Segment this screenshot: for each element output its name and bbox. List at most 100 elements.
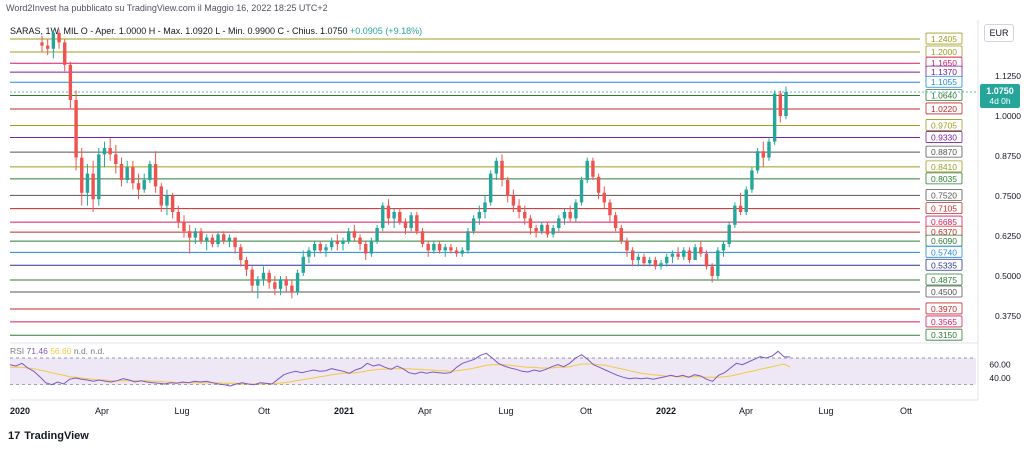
candle-body — [324, 247, 328, 251]
candle-body — [506, 180, 510, 196]
candle-body — [727, 224, 731, 244]
x-tick-label: Lug — [818, 406, 833, 416]
candle-body — [784, 92, 788, 116]
candle-body — [187, 231, 192, 238]
level-tag — [925, 315, 963, 328]
candle-body — [534, 228, 538, 232]
candle-body — [284, 279, 288, 286]
candle-body — [693, 247, 697, 260]
candle-body — [267, 272, 271, 283]
candle-body — [437, 244, 442, 251]
level-label: 0.3970 — [931, 304, 957, 314]
level-label: 1.1370 — [931, 67, 957, 77]
candle-body — [772, 93, 777, 142]
candle-body — [182, 221, 186, 232]
candle-body — [358, 237, 362, 244]
candle-body — [153, 164, 158, 187]
candle-body — [432, 244, 436, 251]
candle-body — [295, 272, 300, 292]
x-tick-label: Apr — [95, 406, 109, 416]
rsi-band — [10, 358, 976, 385]
candle-body — [778, 93, 783, 116]
level-tag — [925, 102, 963, 115]
candle-body — [682, 250, 686, 257]
candle-body — [68, 64, 73, 100]
candle-body — [364, 244, 368, 254]
candle-body — [665, 256, 669, 264]
level-label: 0.9330 — [931, 132, 957, 142]
candle-body — [625, 240, 629, 251]
candle-body — [386, 205, 391, 219]
candle-body — [488, 173, 493, 203]
countdown-label: 4d 0h — [989, 96, 1011, 106]
x-tick-label: 2022 — [656, 406, 676, 416]
candle-body — [233, 237, 237, 248]
candle-body — [80, 157, 84, 193]
y-tick-label: 0.5000 — [995, 271, 1021, 281]
last-price-label: 1.0750 — [986, 86, 1014, 96]
candle-body — [239, 247, 243, 260]
candle-body — [500, 160, 504, 180]
x-tick-label: Apr — [739, 406, 753, 416]
candle-body — [647, 260, 652, 264]
level-label: 0.4875 — [931, 275, 957, 285]
candle-body — [721, 244, 726, 251]
candle-body — [375, 228, 379, 241]
symbol-name[interactable]: SARAS, 1W, MIL — [10, 26, 79, 36]
rsi-tick-label: 60.00 — [989, 360, 1011, 370]
level-tag — [925, 225, 963, 238]
candle-body — [102, 148, 107, 155]
level-label: 0.3150 — [931, 330, 957, 340]
level-tag — [925, 56, 963, 69]
candle-body — [119, 164, 124, 180]
level-tag — [925, 273, 963, 286]
candle-body — [767, 141, 771, 158]
level-label: 0.6685 — [931, 217, 957, 227]
rsi-ma-value: 56.60 — [50, 346, 72, 356]
level-tag — [925, 119, 963, 131]
currency-button[interactable]: EUR — [984, 24, 1014, 42]
level-tag — [925, 215, 963, 228]
candle-body — [551, 228, 555, 235]
candle-body — [409, 215, 413, 228]
y-tick-label: 0.6250 — [995, 231, 1021, 241]
candle-body — [318, 244, 322, 251]
candle-body — [261, 272, 266, 280]
candle-body — [602, 192, 606, 203]
level-label: 0.5740 — [931, 247, 957, 257]
candle-body — [210, 237, 215, 244]
level-tag — [925, 245, 963, 258]
candle-body — [193, 231, 198, 238]
candle-body — [477, 212, 482, 219]
candle-body — [460, 250, 464, 254]
level-label: 1.1055 — [931, 77, 957, 87]
level-label: 0.4500 — [931, 287, 957, 297]
candle-body — [574, 202, 578, 219]
candle-body — [591, 160, 595, 177]
candle-body — [653, 260, 658, 267]
candle-body — [227, 237, 232, 241]
candle-body — [392, 212, 396, 219]
candle-body — [278, 279, 283, 289]
candle-body — [630, 250, 635, 260]
candle-body — [312, 244, 317, 251]
level-label: 1.1650 — [931, 58, 957, 68]
rsi-legend[interactable]: RSI 71.46 56.60 n.d. n.d. — [10, 346, 105, 356]
candle-body — [750, 170, 754, 190]
x-tick-label: Ott — [580, 406, 593, 416]
y-tick-label: 0.8750 — [995, 151, 1021, 161]
tradingview-logo[interactable]: 17 TradingView — [8, 430, 89, 442]
candle-body — [307, 250, 311, 257]
level-label: 0.8035 — [931, 174, 957, 184]
candle-body — [142, 180, 146, 190]
candle-body — [244, 260, 249, 270]
rsi-ma-line — [10, 363, 791, 385]
symbol-legend[interactable]: SARAS, 1W, MIL O - Aper. 1.0000 H - Max.… — [10, 26, 422, 36]
candle-body — [511, 196, 516, 206]
candle-body — [170, 196, 175, 212]
candle-body — [545, 224, 550, 235]
tradingview-logo-icon: 17 — [8, 430, 21, 442]
level-tag — [925, 258, 963, 271]
candle-body — [97, 154, 101, 200]
